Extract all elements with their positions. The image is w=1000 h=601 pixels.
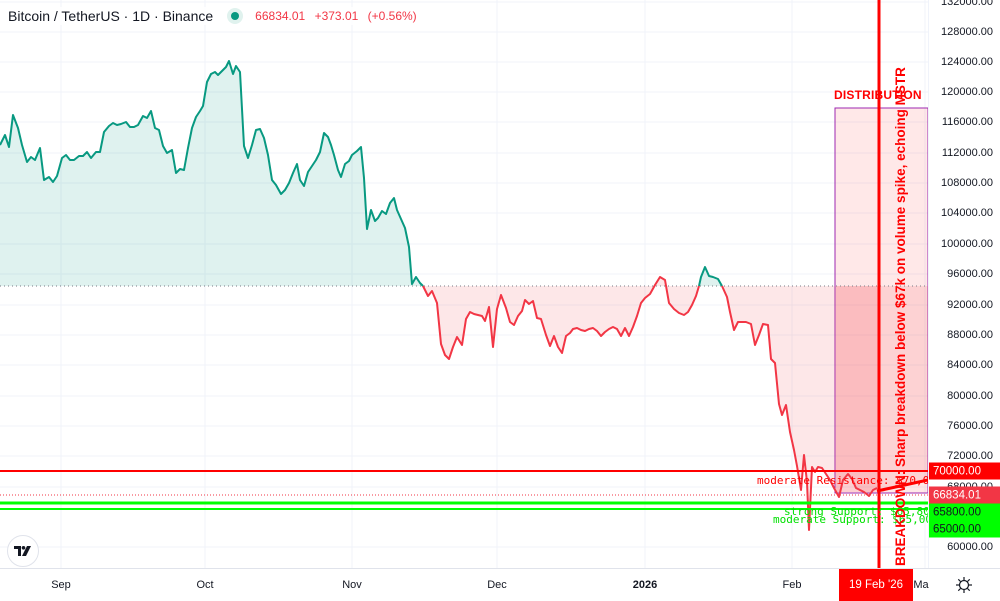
price-tick: 120000.00 xyxy=(941,86,993,98)
time-axis[interactable]: Sep Oct Nov Dec 2026 Feb Ma 19 Feb '26 xyxy=(0,568,929,601)
price-tick: 72000.00 xyxy=(947,450,993,462)
price-tick: 112000.00 xyxy=(941,147,993,159)
resistance-price-badge: 70000.00 xyxy=(929,462,1000,480)
market-status-icon xyxy=(227,8,244,24)
price-tick: 108000.00 xyxy=(941,177,993,189)
distribution-label[interactable]: DISTRIBUTION xyxy=(834,88,922,102)
symbol-legend[interactable]: Bitcoin / TetherUS · 1D · Binance 66834.… xyxy=(8,7,427,25)
strong-support-price-badge: 65800.00 xyxy=(929,503,1000,521)
distribution-overlap-shade xyxy=(836,286,880,492)
price-line-down-2 xyxy=(721,285,878,531)
chart-settings-button[interactable] xyxy=(928,568,1000,601)
resistance-label[interactable]: moderate Resistance: $70,000 xyxy=(757,474,928,487)
moderate-support-label[interactable]: moderate Support: $65,000 xyxy=(773,513,928,526)
price-tick: 128000.00 xyxy=(941,26,993,38)
horizontal-gridlines xyxy=(0,1,928,548)
price-tick: 80000.00 xyxy=(947,390,993,402)
down-area-fill xyxy=(423,277,928,530)
chart-pane[interactable]: Bitcoin / TetherUS · 1D · Binance 66834.… xyxy=(0,0,928,568)
time-label-dec: Dec xyxy=(487,579,507,591)
price-tick: 88000.00 xyxy=(947,329,993,341)
price-line-up xyxy=(0,60,424,287)
price-tick: 124000.00 xyxy=(941,56,993,68)
time-label-2026: 2026 xyxy=(632,579,658,591)
breakdown-annotation[interactable]: BREAKDOWN: Sharp breakdown below $67k on… xyxy=(893,67,908,566)
distribution-zone xyxy=(834,107,928,494)
time-label-sep: Sep xyxy=(51,579,71,591)
price-change: +373.01 xyxy=(314,9,359,23)
price-tick: 96000.00 xyxy=(947,268,993,280)
price-tick: 60000.00 xyxy=(947,541,993,553)
price-tick: 84000.00 xyxy=(947,359,993,371)
price-chart-svg xyxy=(0,0,928,568)
breakdown-trend-line xyxy=(876,478,928,493)
strong-support-label[interactable]: strong Support: $65,800 xyxy=(784,505,928,518)
price-tick: 100000.00 xyxy=(941,238,993,250)
moderate-support-price-badge: 65000.00 xyxy=(929,520,1000,538)
symbol-title[interactable]: Bitcoin / TetherUS · 1D · Binance xyxy=(8,8,214,24)
price-tick: 116000.00 xyxy=(941,116,993,128)
crosshair-date-badge: 19 Feb '26 xyxy=(839,569,913,601)
tradingview-logo-icon[interactable] xyxy=(7,535,39,567)
price-line-up-jan xyxy=(698,266,723,287)
vertical-gridlines xyxy=(60,0,926,568)
up-area-fill xyxy=(0,61,722,286)
price-change-pct: (+0.56%) xyxy=(367,9,417,23)
last-price-badge: 66834.01 xyxy=(929,486,1000,504)
price-tick: 76000.00 xyxy=(947,420,993,432)
price-tick: 132000.00 xyxy=(941,0,993,8)
quote-values: 66834.01 +373.01 (+0.56%) xyxy=(255,9,423,23)
price-line-down xyxy=(422,276,700,360)
last-price: 66834.01 xyxy=(255,9,306,23)
time-label-feb: Feb xyxy=(782,579,802,591)
price-axis[interactable]: 132000.00 128000.00 124000.00 120000.00 … xyxy=(928,0,1000,568)
gear-icon xyxy=(956,577,972,593)
time-label-nov: Nov xyxy=(342,579,362,591)
price-tick: 92000.00 xyxy=(947,299,993,311)
time-label-oct: Oct xyxy=(196,579,214,591)
time-label-mar: Ma xyxy=(913,579,929,591)
price-tick: 104000.00 xyxy=(941,207,993,219)
